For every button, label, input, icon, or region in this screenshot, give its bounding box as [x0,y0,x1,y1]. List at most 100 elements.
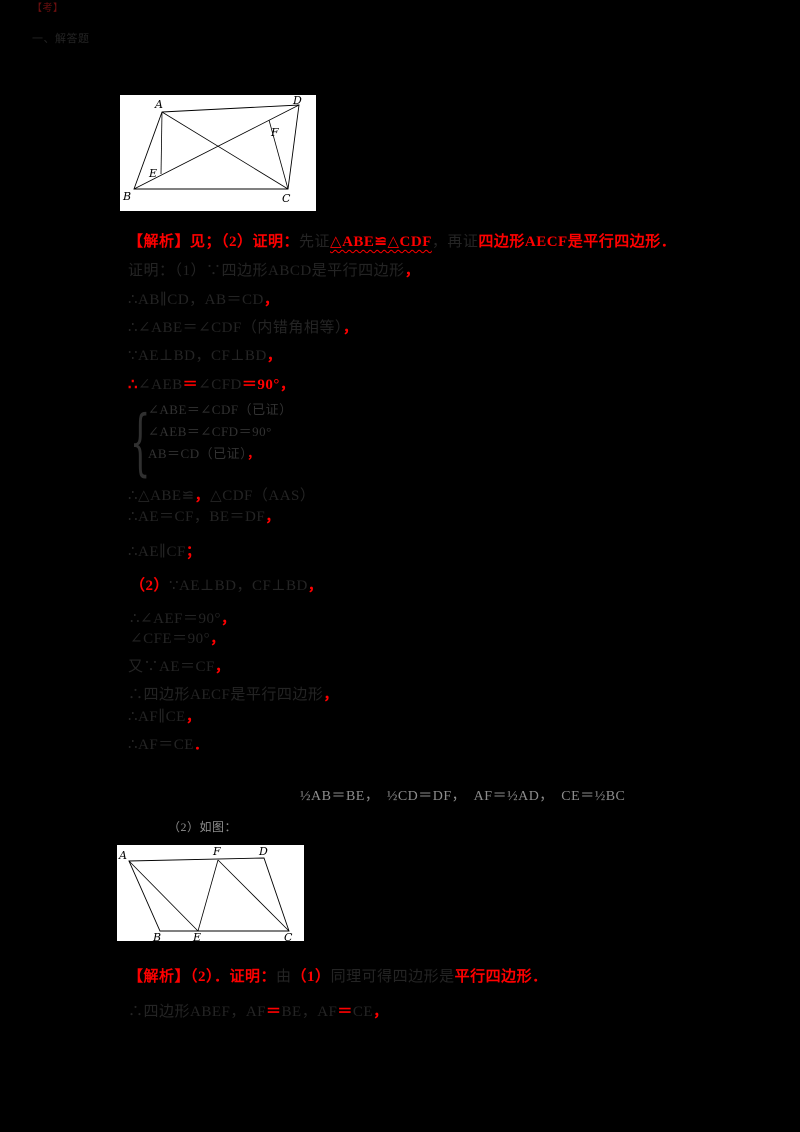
text-line: 【考】 [32,3,64,16]
text-segment: 由 [276,969,292,985]
text-segment: （2） [130,578,170,594]
figure-1-svg: A D B C E F [122,94,302,205]
text-segment: ， [307,578,324,594]
text-segment: ∠AEB＝∠CFD＝90° [148,424,272,439]
text-segment: ， [404,263,421,279]
text-segment: ∴∠ABE＝∠CDF（内错角相等） [128,320,343,336]
text-segment: （1） [291,969,331,985]
text-segment: ， [247,446,261,461]
text-line: ∴四边形ABEF，AF＝BE，AF＝CE， [128,1003,389,1022]
text-segment: ∴ [128,377,139,393]
text-segment: ∴AE∥CF [128,544,186,560]
vertex-label-F: F [212,845,221,858]
text-segment: ∴AB∥CD，AB＝CD [128,292,264,308]
text-segment: △CDF（AAS） [210,488,316,504]
segment-AE [160,111,163,175]
vertex-label-D: D [258,845,268,858]
text-segment: ， [214,659,231,675]
diagonal-BD [133,104,300,190]
diagonal-AC [161,111,289,190]
text-line: 证明：（1）∵四边形ABCD是平行四边形， [128,262,420,281]
vertex-label-A: A [118,849,127,862]
text-segment: ， [373,1004,389,1020]
text-segment: ∴△ABE≌ [128,488,195,504]
parallelogram-outline [128,857,290,932]
text-segment: ， [263,292,280,308]
text-segment: 【考】 [32,3,64,14]
text-segment: 证明：（1）∵四边形ABCD是平行四边形 [128,263,405,279]
text-line: ∴∠AEB＝∠CFD＝90°， [128,376,295,395]
text-segment: （2）如图： [168,820,238,834]
text-segment: 四边形AECF是平行四边形． [478,234,677,250]
text-segment: ， [210,631,226,647]
text-line: ∠AEB＝∠CFD＝90° [148,424,272,440]
text-segment: ＝ [266,1004,282,1020]
text-segment: ， [185,709,202,725]
text-segment: ∴AF∥CE [128,709,186,725]
text-segment: ∴四边形ABEF，AF [128,1004,267,1020]
vertex-label-C: C [284,931,293,941]
text-segment: （2）证明： [221,234,300,250]
vertex-label-E: E [192,931,201,941]
text-segment: CE [352,1004,374,1020]
text-segment: ∴AE＝CF，BE＝DF [128,509,266,525]
text-line: ∠CFE＝90°， [130,630,226,649]
figure-2-svg: A F D B E C [118,845,293,944]
text-segment: BE，AF [281,1004,338,1020]
text-segment: △ABE≌△CDF [330,234,432,250]
text-segment: ， [194,488,211,504]
text-segment: ，再证 [431,234,479,250]
figure-parallelogram-2: A F D B E C [117,845,304,944]
text-segment: ∴四边形AECF是平行四边形 [128,687,324,703]
vertex-label-F: F [270,126,279,139]
text-segment: ∴AF＝CE [128,737,194,753]
text-line: ∴∠AEF＝90°， [130,610,236,629]
segment-FC [217,859,290,932]
text-segment: 平行四边形． [454,969,548,985]
text-line: AB＝CD（已证）， [148,446,261,462]
text-segment: ½AB＝BE， ½CD＝DF， AF＝½AD， CE＝½BC [300,789,626,804]
text-line: ∠ABE＝∠CDF（已证） [148,402,293,418]
text-segment: ∴∠AEF＝90° [130,611,221,627]
segment-AE [128,860,199,932]
text-line: 【解析】（2）．证明：由（1）同理可得四边形是平行四边形． [128,968,548,987]
text-line: （2）∵AE⊥BD，CF⊥BD， [130,577,323,596]
text-segment: ， [266,348,283,364]
system-brace: { [130,399,151,485]
text-segment: ∠ABE＝∠CDF（已证） [148,402,293,417]
text-segment: ∠CFE＝90° [130,631,211,647]
text-segment: ， [342,320,359,336]
text-line: ∵AE⊥BD，CF⊥BD， [128,347,282,366]
text-line: ∴AE∥CF； [128,543,201,562]
text-segment: ＝90°， [241,377,296,393]
segment-CF [268,119,289,190]
text-line: ½AB＝BE， ½CD＝DF， AF＝½AD， CE＝½BC [300,788,625,806]
text-line: ∴AB∥CD，AB＝CD， [128,291,279,310]
text-segment: 先证 [299,234,331,250]
text-line: 一、解答题 [32,33,90,47]
text-segment: ， [220,611,237,627]
text-segment: 【解析】（2）． [128,969,230,985]
figure-parallelogram-1: A D B C E F [120,94,316,211]
text-segment: AB＝CD（已证） [148,446,248,461]
text-segment: ∵AE⊥BD，CF⊥BD [169,578,308,594]
text-line: ∴AF∥CE， [128,708,201,727]
text-segment: ∠CFD [198,377,242,393]
vertex-label-B: B [152,931,161,941]
vertex-label-D: D [292,95,302,107]
vertex-label-E: E [148,167,157,180]
vertex-label-B: B [122,190,131,203]
text-segment: ； [185,544,202,560]
text-segment: 一、解答题 [32,33,90,45]
text-line: ∴AE＝CF，BE＝DF， [128,508,281,527]
text-segment: 同理可得四边形是 [330,969,455,985]
text-segment: ∠AEB [138,377,183,393]
text-segment: ， [323,687,339,703]
text-segment: ， [265,509,281,525]
text-line: ∴∠ABE＝∠CDF（内错角相等）， [128,319,358,338]
text-line: ∴AF＝CE． [128,736,209,755]
vertex-label-C: C [282,192,291,205]
text-segment: ＝ [337,1004,353,1020]
text-segment: ∵AE⊥BD，CF⊥BD [128,348,267,364]
